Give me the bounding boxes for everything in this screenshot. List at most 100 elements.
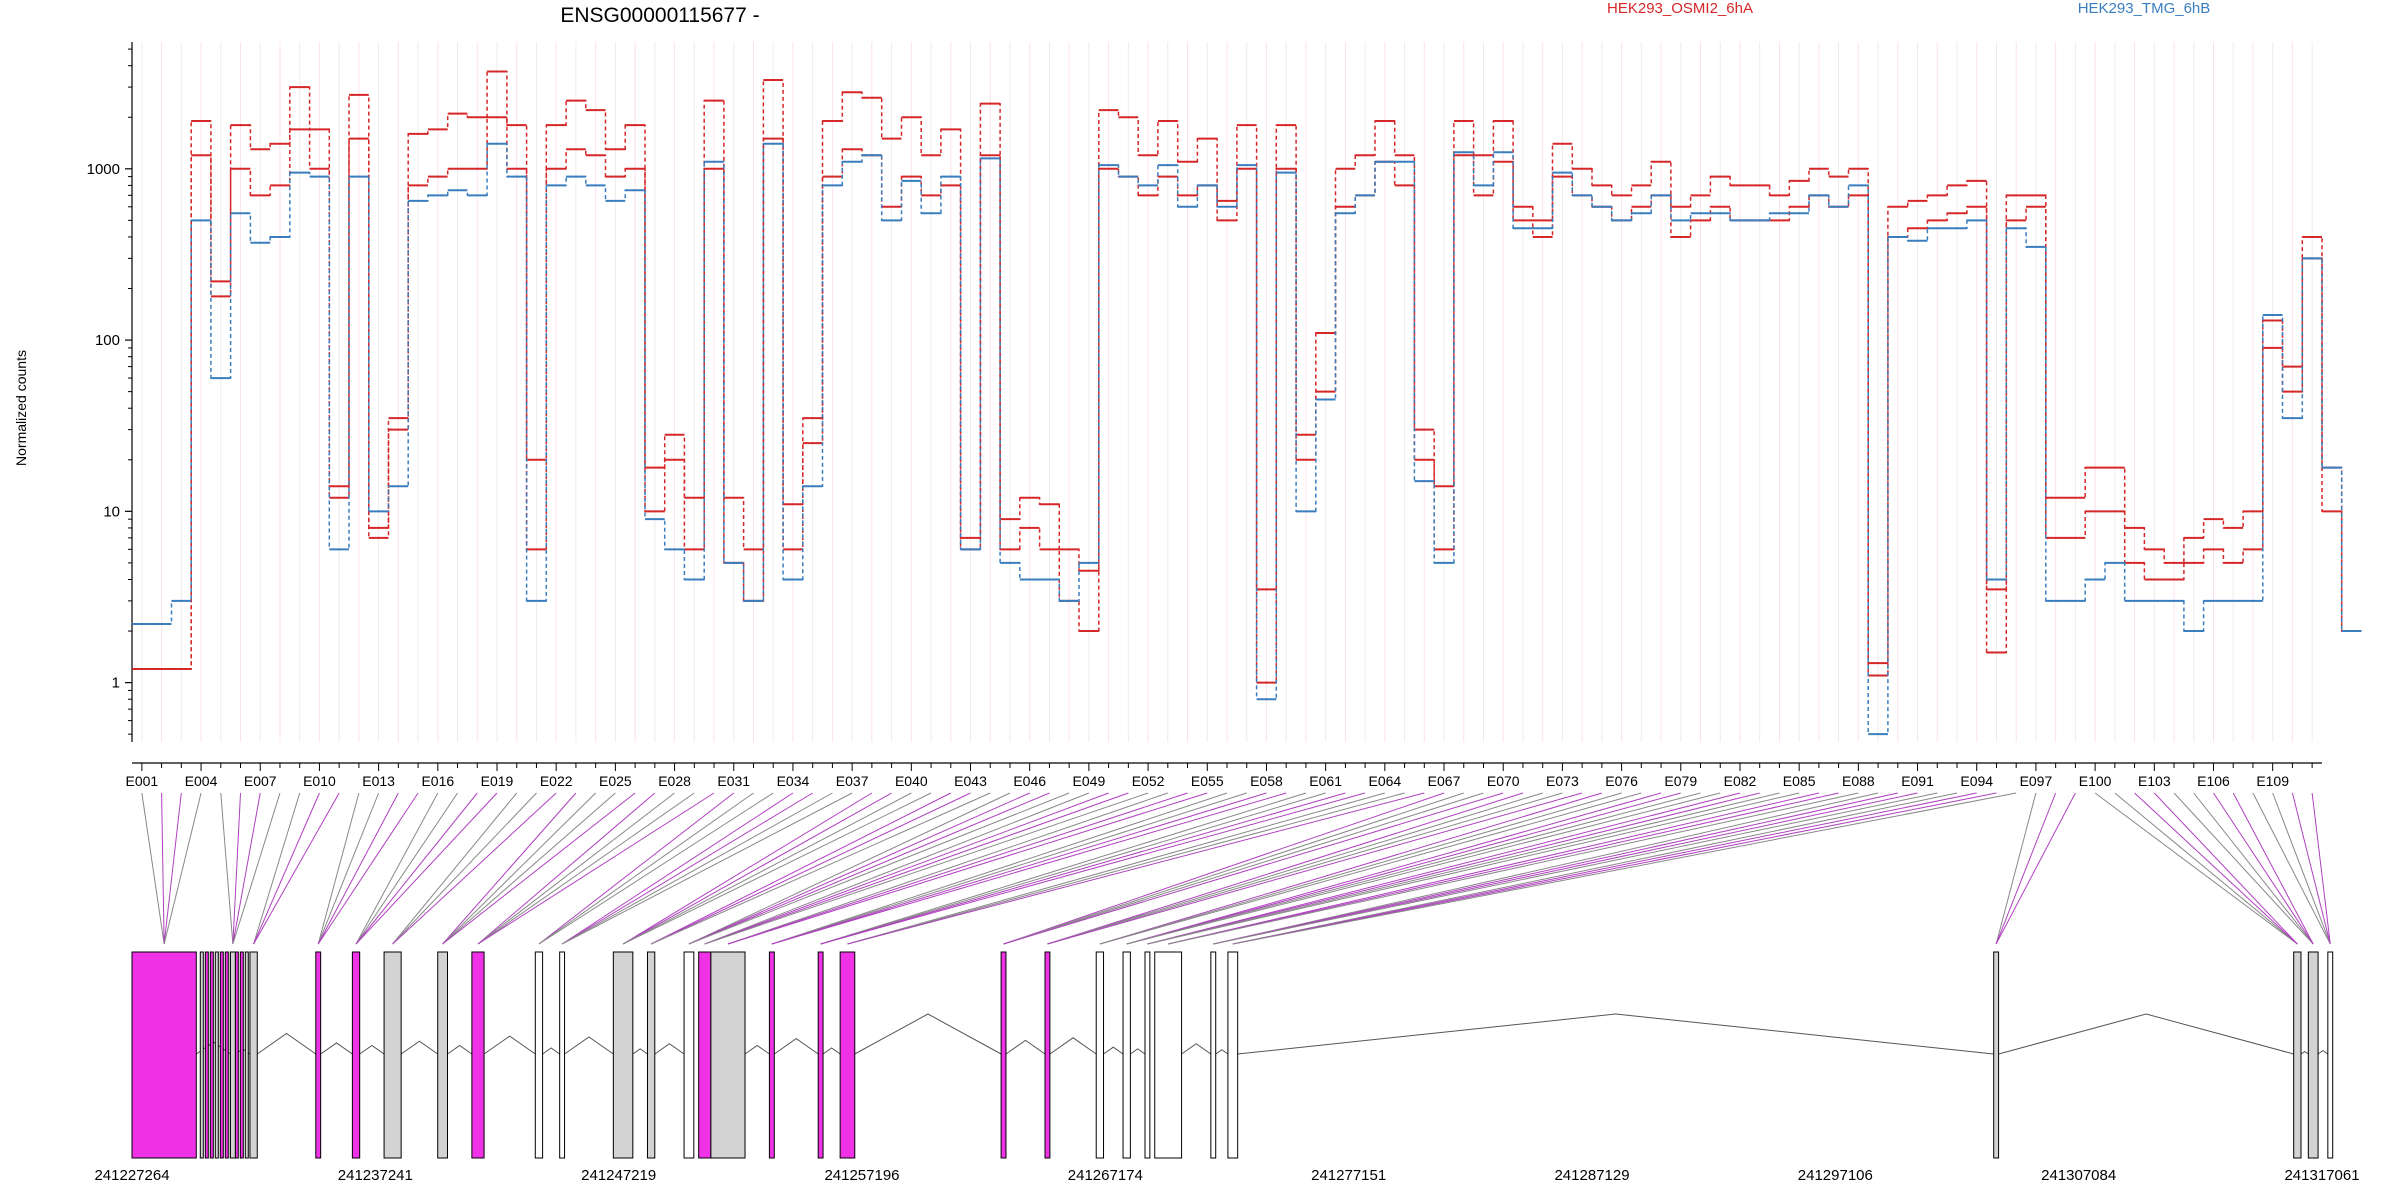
exon-connector-line <box>727 792 1168 945</box>
exon-connector-line <box>688 792 1070 945</box>
exon-connector-line <box>1168 792 1820 945</box>
exon-connector-line <box>232 792 281 945</box>
exon-block <box>437 951 448 1159</box>
genomic-tick-label: 241297106 <box>1798 1167 1873 1184</box>
exon-connector-line <box>820 792 1346 945</box>
exon-connector-line <box>538 792 774 945</box>
exon-connector-line <box>561 792 794 945</box>
exon-connector-line <box>688 792 1050 945</box>
exon-connector-line <box>253 792 340 945</box>
exon-connector-line <box>442 792 616 945</box>
exon-connector-line <box>820 792 1326 945</box>
exon-connector-line <box>1995 792 2037 945</box>
exon-connector-line <box>727 792 1208 945</box>
exon-connector-line <box>1047 792 1583 945</box>
exon-block <box>1144 951 1151 1159</box>
exon-tick-label: E052 <box>1132 773 1165 789</box>
exon-block <box>249 951 258 1159</box>
exon-connector-line <box>1232 792 1977 945</box>
intron-connector <box>542 1047 560 1055</box>
exon-connector-line <box>317 792 399 945</box>
exon-block <box>710 951 746 1159</box>
exon-connector-line <box>820 792 1366 945</box>
exon-block <box>2293 951 2302 1159</box>
exon-connector-line <box>771 792 1287 945</box>
exon-connector-line <box>847 792 1385 945</box>
exon-gridlines <box>141 42 2313 742</box>
exon-connector-line <box>2173 792 2314 945</box>
exon-connector-line <box>704 792 1109 945</box>
y-tick-label: 10 <box>103 503 120 520</box>
exon-tick-label: E001 <box>126 773 159 789</box>
y-tick-label: 100 <box>95 332 120 349</box>
exon-connector-line <box>1995 792 2057 945</box>
exon-connector-line <box>2134 792 2298 945</box>
series-1-dashed <box>132 116 2362 684</box>
exon-block <box>1122 951 1131 1159</box>
exon-connector-line <box>622 792 892 945</box>
exon-tick-label: E049 <box>1073 773 1106 789</box>
exon-connector-line <box>771 792 1247 945</box>
exon-tick-label: E013 <box>362 773 395 789</box>
genomic-tick-label: 241317061 <box>2284 1167 2359 1184</box>
exon-block <box>1044 951 1051 1159</box>
exon-tick-label: E091 <box>1901 773 1934 789</box>
exon-block <box>199 951 204 1159</box>
exon-tick-label: E088 <box>1842 773 1875 789</box>
exon-connector-line <box>2114 792 2298 945</box>
exon-connector-line <box>2213 792 2314 945</box>
exon-connector-line <box>1047 792 1543 945</box>
exon-connector-line <box>2232 792 2314 945</box>
y-tick-label: 1000 <box>87 161 120 178</box>
exon-block <box>1210 951 1217 1159</box>
exon-connector-line <box>847 792 1405 945</box>
exon-tick-label: E016 <box>421 773 454 789</box>
exon-connector-line <box>1232 792 1958 945</box>
exon-connector-line <box>1047 792 1524 945</box>
exon-block <box>315 951 322 1159</box>
exon-connector-line <box>1047 792 1563 945</box>
gene-model-track <box>131 951 2334 1159</box>
exon-connector-line <box>2311 792 2331 945</box>
exon-block <box>2327 951 2334 1159</box>
genomic-tick-label: 241287129 <box>1554 1167 1629 1184</box>
exon-connector-line <box>622 792 932 945</box>
exon-block <box>768 951 775 1159</box>
exon-tick-label: E067 <box>1428 773 1461 789</box>
exon-tick-label: E034 <box>777 773 810 789</box>
y-tick-label: 1 <box>112 675 120 692</box>
exon-connector-line <box>1003 792 1464 945</box>
exon-block <box>244 951 249 1159</box>
genomic-tick-label: 241227264 <box>94 1167 169 1184</box>
exon-connector-line <box>561 792 853 945</box>
exon-connector-line <box>650 792 952 945</box>
intron-connector <box>483 1035 536 1055</box>
exon-connector-line <box>1147 792 1741 945</box>
intron-connector <box>1005 1039 1046 1055</box>
exon-block <box>214 951 219 1159</box>
genomic-tick-label: 241257196 <box>824 1167 899 1184</box>
exon-block <box>1154 951 1183 1159</box>
exon-block <box>817 951 824 1159</box>
exon-connector-line <box>141 792 165 945</box>
exon-block <box>839 951 856 1159</box>
exon-connector-line <box>1126 792 1701 945</box>
exon-tick-label: E073 <box>1546 773 1579 789</box>
exon-tick-label: E097 <box>2020 773 2053 789</box>
exon-block <box>612 951 634 1159</box>
intron-connector <box>564 1036 614 1055</box>
legend-label-osmi2: HEK293_OSMI2_6hA <box>1607 0 1753 17</box>
exon-connector-line <box>355 792 478 945</box>
chart-title: ENSG00000115677 - <box>560 4 759 27</box>
legend-label-tmg: HEK293_TMG_6hB <box>2078 0 2211 17</box>
genomic-tick-label: 241307084 <box>2041 1167 2116 1184</box>
intron-connector <box>1181 1043 1212 1055</box>
exon-connector-line <box>317 792 360 945</box>
exon-connector-line <box>442 792 577 945</box>
intron-connector <box>774 1038 819 1055</box>
intron-connector <box>2300 1050 2309 1055</box>
exon-block <box>239 951 244 1159</box>
exon-tick-label: E055 <box>1191 773 1224 789</box>
exon-connector-line <box>232 792 261 945</box>
